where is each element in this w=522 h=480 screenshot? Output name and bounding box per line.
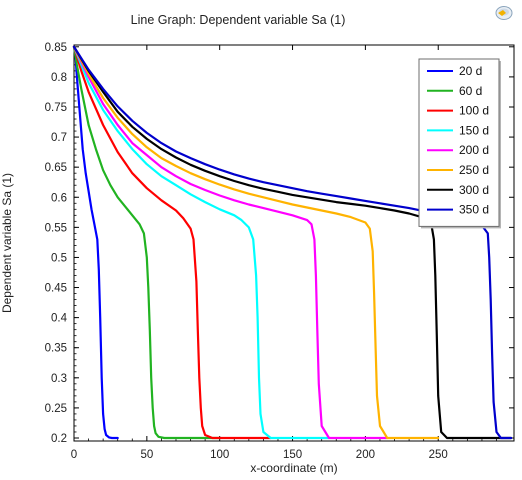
y-tick-label: 0.35 — [45, 343, 67, 355]
x-tick-label: 0 — [71, 449, 77, 461]
y-tick-label: 0.5 — [51, 252, 67, 264]
series-line-300-d — [72, 45, 513, 440]
series-line-20-d — [72, 45, 119, 440]
legend-label: 200 d — [459, 143, 489, 157]
y-tick-label: 0.6 — [51, 192, 67, 204]
x-tick-label: 250 — [429, 449, 448, 461]
x-tick-label: 150 — [283, 449, 302, 461]
comsol-logo-icon — [495, 6, 513, 20]
x-axis-title: x-coordinate (m) — [250, 461, 337, 475]
legend-label: 250 d — [459, 163, 489, 177]
series-line-100-d — [72, 45, 272, 440]
series-layer — [72, 45, 513, 440]
y-tick-label: 0.65 — [45, 162, 67, 174]
legend-label: 300 d — [459, 183, 489, 197]
y-tick-label: 0.3 — [51, 373, 67, 385]
y-tick-label: 0.25 — [45, 403, 67, 415]
legend-label: 20 d — [459, 64, 482, 78]
series-line-200-d — [72, 45, 389, 440]
series-line-60-d — [72, 45, 221, 440]
legend-label: 100 d — [459, 104, 489, 118]
series-line-150-d — [72, 45, 331, 440]
y-axis: 0.2 0.25 0.3 0.35 0.4 0.45 0.5 0.55 0.6 0.65 0.7 0.… — [45, 42, 514, 445]
legend-box — [418, 58, 500, 227]
legend-label: 150 d — [459, 123, 489, 137]
y-tick-label: 0.2 — [51, 433, 67, 445]
legend-label: 350 d — [459, 203, 489, 217]
x-tick-label: 100 — [210, 449, 229, 461]
y-tick-label: 0.55 — [45, 222, 67, 234]
y-tick-label: 0.4 — [51, 313, 68, 325]
legend-label: 60 d — [459, 84, 482, 98]
chart-title: Line Graph: Dependent variable Sa (1) — [131, 13, 346, 27]
y-tick-label: 0.8 — [51, 72, 67, 84]
x-tick-label: 50 — [140, 449, 153, 461]
y-tick-label: 0.85 — [45, 42, 67, 54]
y-tick-label: 0.75 — [45, 102, 67, 114]
series-line-250-d — [72, 45, 440, 440]
x-axis: 0 50 100 150 200 250 — [71, 45, 497, 461]
x-tick-label: 200 — [356, 449, 375, 461]
y-tick-label: 0.7 — [51, 132, 67, 144]
y-axis-title: Dependent variable Sa (1) — [0, 173, 14, 313]
series-line-350-d — [72, 45, 513, 440]
legend[interactable]: 20 d 60 d 100 d 150 d 200 d 250 d 300 d 350 d — [418, 58, 501, 229]
y-tick-label: 0.45 — [45, 283, 67, 295]
